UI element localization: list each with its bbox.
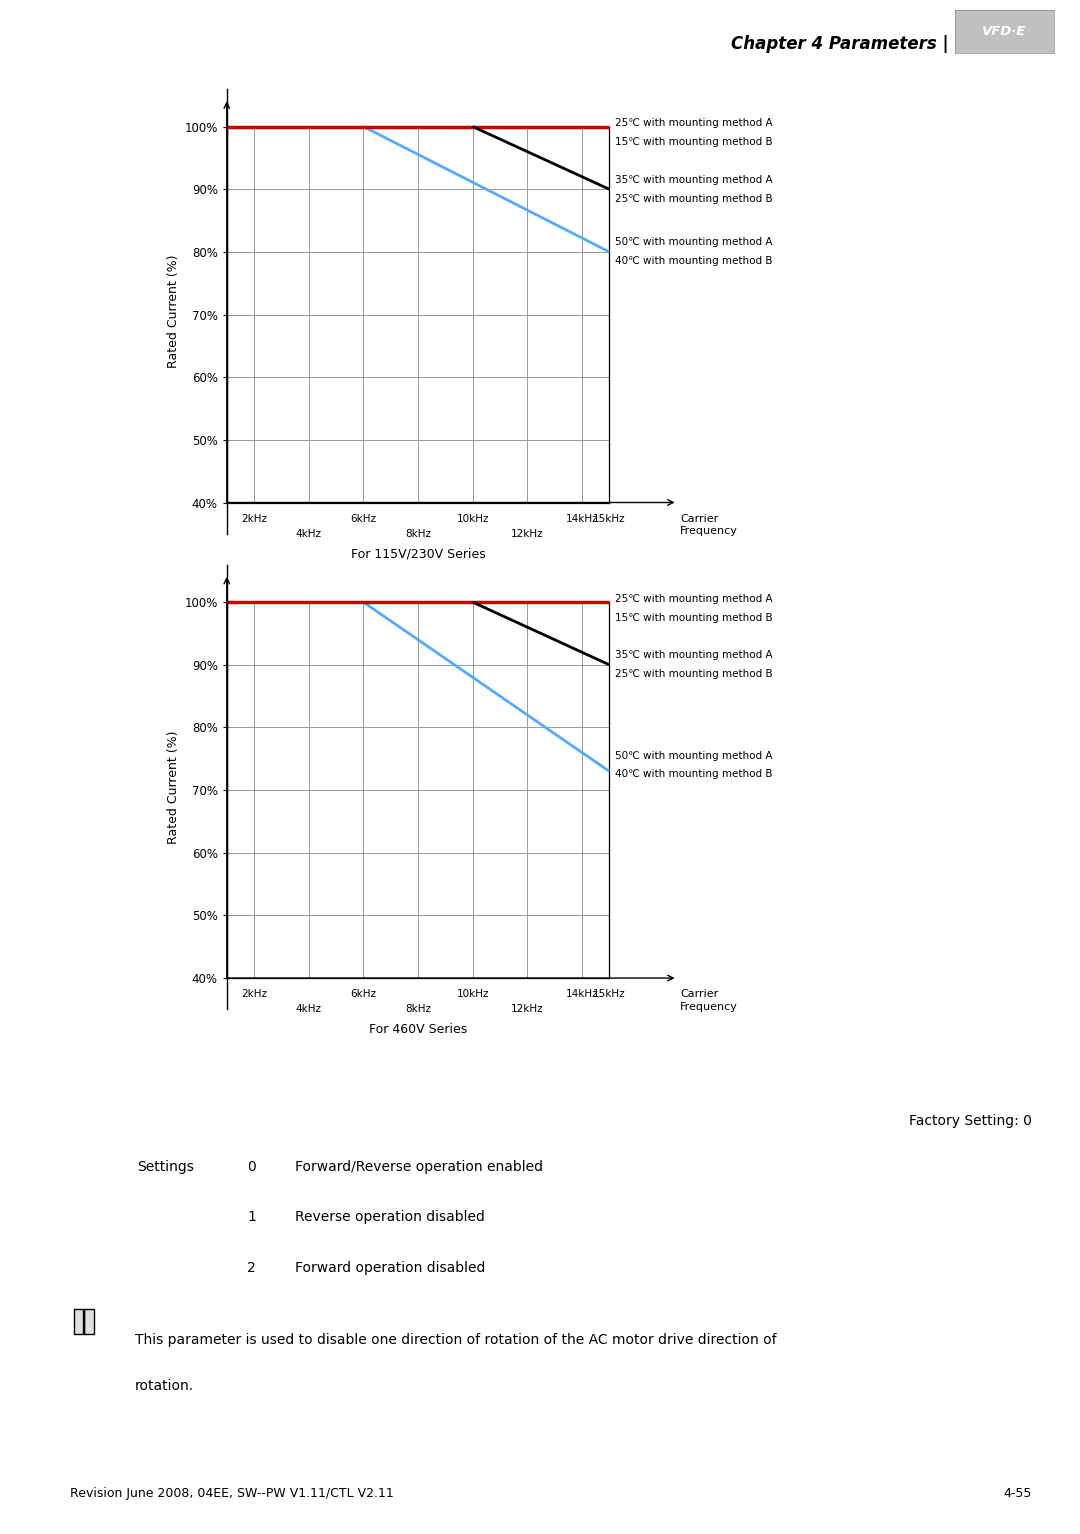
Text: Revision June 2008, 04EE, SW--PW V1.11/CTL V2.11: Revision June 2008, 04EE, SW--PW V1.11/C… [70, 1488, 394, 1500]
Text: 4kHz: 4kHz [296, 1005, 322, 1014]
Text: 8kHz: 8kHz [405, 1005, 431, 1014]
Text: 15℃ with mounting method B: 15℃ with mounting method B [615, 137, 772, 147]
Text: 4kHz: 4kHz [296, 529, 322, 538]
Text: 2kHz: 2kHz [241, 989, 267, 999]
Text: 25℃ with mounting method A: 25℃ with mounting method A [615, 594, 772, 604]
Text: 10kHz: 10kHz [457, 514, 489, 523]
Text: 10kHz: 10kHz [457, 989, 489, 999]
Text: Settings: Settings [137, 1160, 193, 1174]
Y-axis label: Rated Current (%): Rated Current (%) [167, 730, 180, 844]
Text: 50℃ with mounting method A: 50℃ with mounting method A [615, 750, 772, 761]
Text: For 460V Series: For 460V Series [369, 1023, 468, 1035]
Text: 14kHz: 14kHz [566, 514, 598, 523]
Text: VFD·E: VFD·E [983, 25, 1026, 38]
Text: rotation.: rotation. [135, 1379, 194, 1393]
Text: 4-55: 4-55 [1003, 1488, 1031, 1500]
Text: Reverse operation disabled: Reverse operation disabled [295, 1210, 485, 1224]
Text: 15℃ with mounting method B: 15℃ with mounting method B [615, 612, 772, 623]
Text: 25℃ with mounting method B: 25℃ with mounting method B [615, 193, 772, 204]
Text: 35℃ with mounting method A: 35℃ with mounting method A [615, 175, 772, 184]
Text: 6kHz: 6kHz [350, 514, 377, 523]
Y-axis label: Rated Current (%): Rated Current (%) [167, 255, 180, 368]
Text: 40℃ with mounting method B: 40℃ with mounting method B [615, 770, 772, 779]
Text: 02.04: 02.04 [92, 1062, 140, 1077]
Text: 12kHz: 12kHz [511, 1005, 543, 1014]
Text: 40℃ with mounting method B: 40℃ with mounting method B [615, 256, 772, 267]
Text: Forward/Reverse operation enabled: Forward/Reverse operation enabled [295, 1160, 543, 1174]
Text: Motor Direction Control: Motor Direction Control [198, 1062, 400, 1077]
Bar [84, 1309, 94, 1335]
Text: 35℃ with mounting method A: 35℃ with mounting method A [615, 650, 772, 660]
Text: 25℃ with mounting method B: 25℃ with mounting method B [615, 669, 772, 680]
Text: Carrier
Frequency: Carrier Frequency [680, 514, 738, 537]
Text: 0: 0 [247, 1160, 256, 1174]
Text: Chapter 4 Parameters |: Chapter 4 Parameters | [730, 35, 948, 54]
Text: 1: 1 [247, 1210, 256, 1224]
Text: 15kHz: 15kHz [593, 989, 625, 999]
Text: This parameter is used to disable one direction of rotation of the AC motor driv: This parameter is used to disable one di… [135, 1333, 777, 1347]
Text: 25℃ with mounting method A: 25℃ with mounting method A [615, 118, 772, 129]
Text: 50℃ with mounting method A: 50℃ with mounting method A [615, 238, 772, 247]
Text: 15kHz: 15kHz [593, 514, 625, 523]
Text: 6kHz: 6kHz [350, 989, 377, 999]
Text: 2: 2 [247, 1261, 256, 1275]
Text: 14kHz: 14kHz [566, 989, 598, 999]
Text: Forward operation disabled: Forward operation disabled [295, 1261, 485, 1275]
Text: Factory Setting: 0: Factory Setting: 0 [908, 1114, 1031, 1127]
Text: 8kHz: 8kHz [405, 529, 431, 538]
Text: 12kHz: 12kHz [511, 529, 543, 538]
Text: 2kHz: 2kHz [241, 514, 267, 523]
Text: Carrier
Frequency: Carrier Frequency [680, 989, 738, 1012]
Text: For 115V/230V Series: For 115V/230V Series [351, 548, 485, 560]
Bar [73, 1309, 83, 1335]
